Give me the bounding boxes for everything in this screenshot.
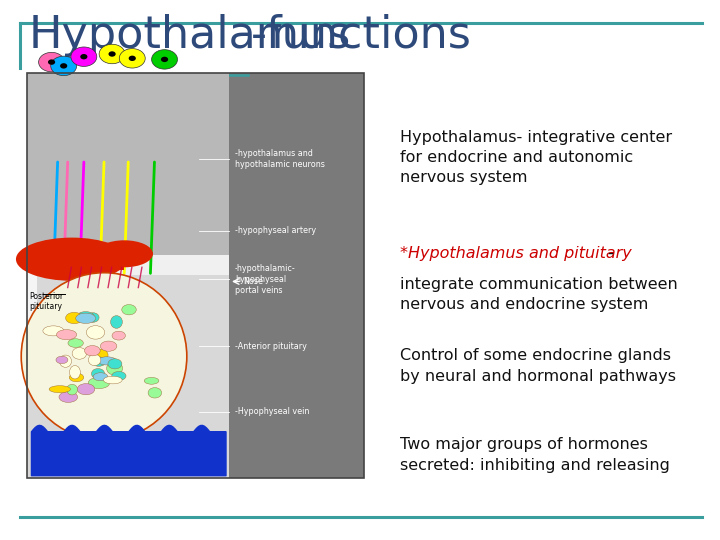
Ellipse shape (104, 376, 122, 384)
Ellipse shape (91, 368, 104, 379)
Ellipse shape (59, 392, 78, 402)
FancyBboxPatch shape (27, 73, 229, 478)
Text: Two major groups of hormones
secreted: inhibiting and releasing: Two major groups of hormones secreted: i… (400, 437, 670, 473)
Ellipse shape (112, 372, 126, 380)
Text: -: - (603, 246, 614, 261)
Ellipse shape (89, 354, 101, 366)
Text: Nose: Nose (243, 277, 264, 286)
Ellipse shape (87, 313, 99, 322)
Text: -hypothalamus and
hypothalamic neurons: -hypothalamus and hypothalamic neurons (235, 148, 325, 169)
Ellipse shape (56, 356, 68, 363)
Ellipse shape (16, 238, 127, 281)
Text: -functions: -functions (251, 14, 472, 57)
Circle shape (120, 49, 145, 68)
Ellipse shape (144, 377, 159, 384)
Ellipse shape (122, 305, 136, 315)
Ellipse shape (111, 315, 122, 328)
FancyBboxPatch shape (27, 255, 229, 275)
Ellipse shape (49, 386, 71, 393)
Ellipse shape (86, 326, 104, 339)
Circle shape (48, 59, 55, 65)
Text: Posterior
pituitary: Posterior pituitary (30, 292, 63, 311)
Text: Control of some endocrine glands
by neural and hormonal pathways: Control of some endocrine glands by neur… (400, 348, 675, 384)
Ellipse shape (100, 341, 117, 351)
Circle shape (109, 51, 116, 57)
FancyBboxPatch shape (27, 247, 37, 336)
Ellipse shape (69, 373, 84, 382)
Ellipse shape (112, 331, 125, 340)
Circle shape (161, 57, 168, 62)
Ellipse shape (43, 326, 64, 336)
Ellipse shape (97, 357, 117, 365)
FancyBboxPatch shape (31, 431, 225, 475)
Ellipse shape (108, 359, 122, 369)
Ellipse shape (76, 313, 96, 323)
Circle shape (80, 54, 87, 59)
Ellipse shape (56, 329, 77, 340)
Text: integrate communication between
nervous and endocrine system: integrate communication between nervous … (400, 277, 678, 313)
Text: Hypothalamus- integrative center
for endocrine and autonomic
nervous system: Hypothalamus- integrative center for end… (400, 130, 672, 185)
Ellipse shape (60, 355, 71, 367)
Ellipse shape (95, 240, 153, 267)
Text: -hypophyseal artery: -hypophyseal artery (235, 226, 316, 235)
Circle shape (60, 63, 67, 69)
Text: Hypothalamus: Hypothalamus (29, 14, 351, 57)
Ellipse shape (66, 384, 78, 395)
Ellipse shape (66, 312, 83, 323)
Circle shape (71, 47, 96, 66)
Ellipse shape (107, 362, 122, 375)
Text: -Anterior pituitary: -Anterior pituitary (235, 342, 307, 351)
Ellipse shape (68, 339, 84, 347)
Circle shape (129, 56, 136, 61)
Text: -Hypophyseal vein: -Hypophyseal vein (235, 407, 309, 416)
Ellipse shape (93, 349, 108, 361)
FancyBboxPatch shape (58, 248, 124, 270)
Ellipse shape (84, 346, 100, 356)
Text: *Hypothalamus and pituitary: *Hypothalamus and pituitary (400, 246, 631, 261)
Circle shape (39, 52, 65, 72)
Ellipse shape (89, 377, 109, 389)
Ellipse shape (148, 388, 162, 398)
Ellipse shape (77, 383, 95, 395)
Text: -hypothalamic-
hypophyseal
portal veins: -hypothalamic- hypophyseal portal veins (235, 264, 296, 295)
Ellipse shape (91, 357, 106, 366)
Ellipse shape (70, 366, 81, 379)
Ellipse shape (21, 273, 186, 440)
Circle shape (99, 44, 125, 64)
Ellipse shape (77, 312, 94, 321)
FancyBboxPatch shape (229, 73, 364, 478)
Ellipse shape (93, 373, 108, 381)
FancyBboxPatch shape (27, 73, 229, 255)
Circle shape (50, 56, 76, 76)
Ellipse shape (72, 348, 86, 359)
Circle shape (152, 50, 178, 69)
